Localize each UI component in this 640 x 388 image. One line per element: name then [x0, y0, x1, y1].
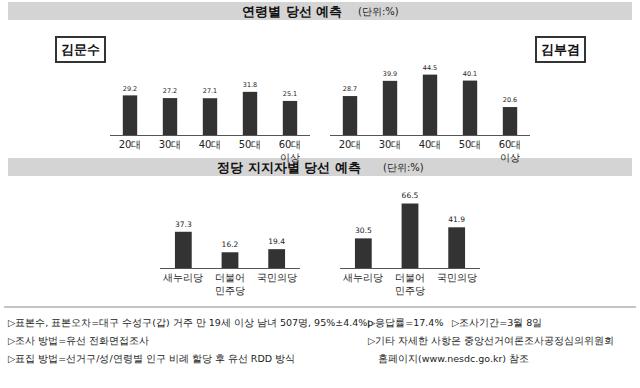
svg-text:41.9: 41.9: [448, 215, 465, 224]
svg-text:25.1: 25.1: [283, 90, 297, 98]
svg-text:▷조사기간=3월 8일: ▷조사기간=3월 8일: [452, 317, 542, 328]
svg-text:31.8: 31.8: [243, 81, 257, 89]
svg-text:국민의당: 국민의당: [437, 272, 477, 283]
svg-text:(단위:%): (단위:%): [383, 162, 424, 173]
svg-text:30대: 30대: [379, 139, 402, 150]
svg-text:40대: 40대: [199, 139, 222, 150]
svg-text:19.4: 19.4: [268, 237, 285, 246]
svg-text:30대: 30대: [159, 139, 182, 150]
svg-text:홈페이지(www.nesdc.go.kr) 참조: 홈페이지(www.nesdc.go.kr) 참조: [378, 353, 529, 364]
svg-text:60대이상: 60대이상: [279, 139, 302, 163]
svg-text:40대: 40대: [419, 139, 442, 150]
svg-text:44.5: 44.5: [423, 64, 437, 72]
svg-text:새누리당: 새누리당: [343, 272, 383, 283]
svg-text:연령별 당선 예측: 연령별 당선 예측: [242, 4, 342, 19]
svg-text:(단위:%): (단위:%): [358, 6, 399, 17]
svg-text:▷표집 방법=선거구/성/연령별 인구 비례 할당 후 유선: ▷표집 방법=선거구/성/연령별 인구 비례 할당 후 유선 RDD 방식: [8, 353, 295, 364]
svg-text:더불어민주당: 더불어민주당: [215, 272, 245, 296]
svg-text:39.9: 39.9: [383, 70, 397, 78]
svg-text:▷표본수, 표본오차=대구 수성구(갑) 거주 만 19세: ▷표본수, 표본오차=대구 수성구(갑) 거주 만 19세 이상 남녀 507명…: [8, 317, 373, 328]
svg-text:27.1: 27.1: [203, 87, 217, 95]
svg-text:28.7: 28.7: [343, 85, 357, 93]
svg-text:66.5: 66.5: [402, 191, 419, 200]
svg-text:▷기타 자세한 사항은 중앙선거여론조사공정심의위원회: ▷기타 자세한 사항은 중앙선거여론조사공정심의위원회: [368, 335, 614, 346]
svg-text:37.3: 37.3: [175, 220, 192, 229]
svg-text:29.2: 29.2: [123, 85, 137, 93]
svg-text:김부겸: 김부겸: [541, 42, 580, 57]
svg-text:더불어민주당: 더불어민주당: [395, 272, 425, 296]
svg-text:16.2: 16.2: [222, 240, 239, 249]
svg-text:새누리당: 새누리당: [163, 272, 203, 283]
svg-text:▷조사 방법=유선 전화면접조사: ▷조사 방법=유선 전화면접조사: [8, 335, 149, 346]
svg-text:국민의당: 국민의당: [257, 272, 297, 283]
svg-text:50대: 50대: [239, 139, 262, 150]
svg-text:27.2: 27.2: [163, 87, 177, 95]
svg-text:김문수: 김문수: [61, 42, 100, 57]
svg-text:50대: 50대: [459, 139, 482, 150]
svg-text:60대이상: 60대이상: [499, 139, 522, 163]
svg-text:30.5: 30.5: [355, 226, 372, 235]
svg-text:정당 지지자별 당선 예측: 정당 지지자별 당선 예측: [217, 160, 361, 175]
svg-text:20대: 20대: [339, 139, 362, 150]
svg-text:20.6: 20.6: [503, 96, 517, 104]
svg-text:▷응답률=17.4%: ▷응답률=17.4%: [368, 317, 443, 328]
svg-text:20대: 20대: [119, 139, 142, 150]
svg-text:40.1: 40.1: [463, 70, 477, 78]
